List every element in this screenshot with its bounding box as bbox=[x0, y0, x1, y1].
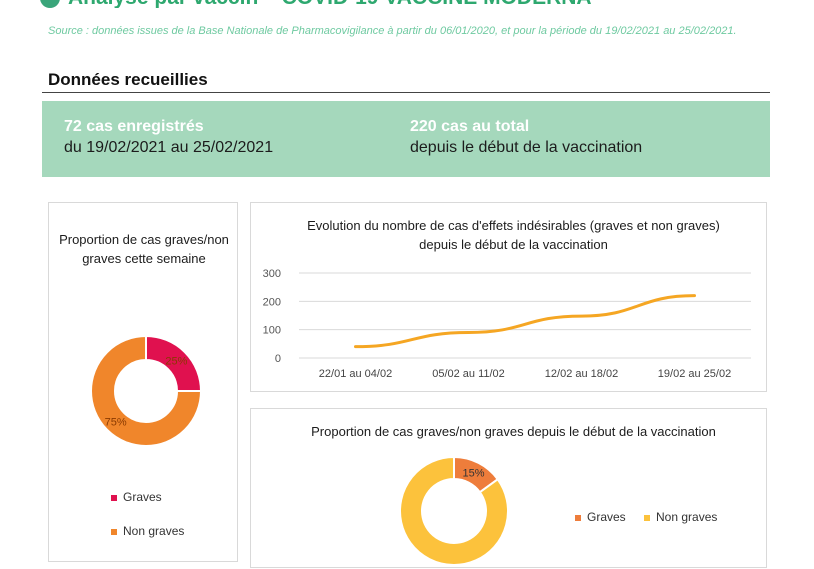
y-tick-label: 200 bbox=[263, 296, 281, 308]
week-cases: 72 cas enregistrés bbox=[64, 118, 204, 136]
report-title: Analyse par vaccin – COVID-19 VACCINE MO… bbox=[40, 0, 800, 8]
total-donut-chart: 15% bbox=[251, 409, 768, 569]
report-title-text: Analyse par vaccin – COVID-19 VACCINE MO… bbox=[68, 0, 592, 8]
series-line bbox=[356, 296, 695, 347]
vaccine-icon bbox=[40, 0, 60, 8]
y-tick-label: 100 bbox=[263, 325, 281, 337]
legend-label-non-graves: Non graves bbox=[656, 510, 717, 524]
legend-swatch-graves bbox=[575, 515, 581, 521]
week-period: du 19/02/2021 au 25/02/2021 bbox=[64, 139, 273, 157]
total-period: depuis le début de la vaccination bbox=[410, 139, 642, 157]
legend-graves-week: Graves bbox=[111, 490, 162, 504]
legend-label-graves: Graves bbox=[123, 490, 162, 504]
legend-swatch-graves bbox=[111, 495, 117, 501]
evolution-card: Evolution du nombre de cas d'effets indé… bbox=[250, 202, 767, 392]
x-tick-label: 05/02 au 11/02 bbox=[432, 368, 505, 380]
total-cases: 220 cas au total bbox=[410, 118, 529, 136]
x-tick-label: 12/02 au 18/02 bbox=[545, 368, 618, 380]
y-tick-label: 0 bbox=[275, 353, 281, 365]
legend-label-non-graves: Non graves bbox=[123, 524, 184, 538]
legend-swatch-non-graves bbox=[644, 515, 650, 521]
legend-swatch-non-graves bbox=[111, 529, 117, 535]
x-tick-label: 19/02 au 25/02 bbox=[658, 368, 731, 380]
total-severity-card: Proportion de cas graves/non graves depu… bbox=[250, 408, 767, 568]
week-donut-title: Proportion de cas graves/non graves cett… bbox=[59, 230, 229, 268]
donut-label: 75% bbox=[105, 416, 127, 428]
evolution-line-chart: 0 100 200 300 22/01 au 04/02 05/02 au 11/02 12… bbox=[251, 203, 768, 393]
legend-non-graves-week: Non graves bbox=[111, 524, 184, 538]
week-donut-chart: 25% 75% bbox=[49, 313, 239, 453]
week-severity-card: Proportion de cas graves/non graves cett… bbox=[48, 202, 238, 562]
summary-banner: 72 cas enregistrés du 19/02/2021 au 25/0… bbox=[42, 101, 770, 177]
section-title: Données recueillies bbox=[48, 70, 208, 90]
legend-non-graves-total: Non graves bbox=[644, 510, 717, 524]
x-tick-label: 22/01 au 04/02 bbox=[319, 368, 392, 380]
y-tick-label: 300 bbox=[263, 268, 281, 280]
source-note: Source : données issues de la Base Natio… bbox=[48, 24, 768, 38]
donut-label: 25% bbox=[165, 356, 187, 368]
donut-label: 15% bbox=[463, 468, 485, 480]
section-divider bbox=[42, 92, 770, 93]
legend-label-graves: Graves bbox=[587, 510, 626, 524]
legend-graves-total: Graves bbox=[575, 510, 626, 524]
